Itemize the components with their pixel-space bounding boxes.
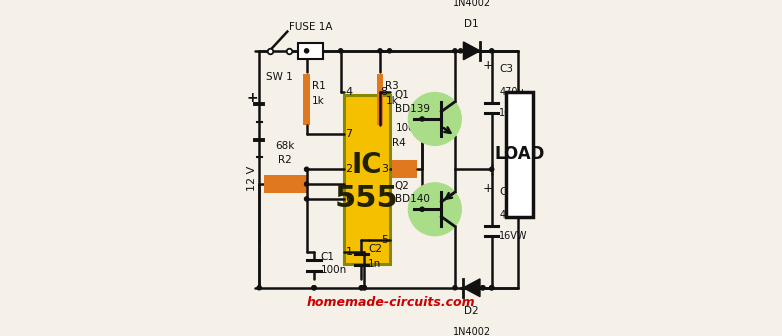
Circle shape bbox=[481, 286, 485, 290]
Text: +: + bbox=[482, 182, 493, 195]
Circle shape bbox=[453, 49, 457, 53]
Circle shape bbox=[453, 286, 457, 290]
Circle shape bbox=[304, 182, 309, 186]
Circle shape bbox=[490, 286, 493, 290]
Text: C3: C3 bbox=[499, 64, 513, 74]
Text: +: + bbox=[247, 91, 259, 105]
Circle shape bbox=[312, 286, 316, 290]
Circle shape bbox=[481, 286, 485, 290]
Circle shape bbox=[409, 93, 461, 145]
FancyBboxPatch shape bbox=[343, 95, 389, 264]
Circle shape bbox=[420, 207, 424, 211]
Circle shape bbox=[490, 49, 493, 53]
Circle shape bbox=[490, 167, 493, 171]
Circle shape bbox=[312, 286, 316, 290]
Text: 470μ: 470μ bbox=[499, 87, 524, 97]
Text: D2: D2 bbox=[465, 306, 479, 317]
Text: 12 V: 12 V bbox=[247, 166, 256, 191]
Text: 555: 555 bbox=[335, 184, 399, 213]
Bar bbox=[377, 74, 383, 125]
Text: R4: R4 bbox=[393, 138, 406, 148]
FancyBboxPatch shape bbox=[506, 92, 533, 217]
Circle shape bbox=[304, 197, 309, 201]
Text: D1: D1 bbox=[465, 19, 479, 29]
Circle shape bbox=[362, 286, 367, 290]
Text: 16VW: 16VW bbox=[499, 231, 528, 241]
Text: IC: IC bbox=[351, 151, 382, 178]
Text: 1N4002: 1N4002 bbox=[453, 0, 491, 8]
Bar bbox=[303, 74, 310, 125]
Text: BD140: BD140 bbox=[395, 194, 430, 204]
Text: Q1: Q1 bbox=[395, 90, 410, 100]
Circle shape bbox=[420, 117, 424, 121]
Text: C4: C4 bbox=[499, 186, 513, 197]
Text: 470μ: 470μ bbox=[499, 210, 524, 220]
Text: 4: 4 bbox=[346, 87, 353, 97]
Text: 100n: 100n bbox=[321, 265, 346, 275]
Text: C1: C1 bbox=[321, 252, 335, 262]
Text: 8: 8 bbox=[381, 87, 388, 97]
Circle shape bbox=[458, 49, 463, 53]
Circle shape bbox=[362, 286, 367, 290]
Text: LOAD: LOAD bbox=[494, 145, 544, 164]
Text: BD139: BD139 bbox=[395, 103, 430, 114]
Text: 6: 6 bbox=[346, 194, 353, 204]
Text: 16VW: 16VW bbox=[499, 108, 528, 118]
Text: 1k: 1k bbox=[312, 96, 325, 106]
Text: R3: R3 bbox=[386, 81, 399, 91]
Circle shape bbox=[387, 49, 392, 53]
Text: 100R: 100R bbox=[396, 123, 422, 133]
Bar bbox=[264, 175, 307, 193]
Text: 2: 2 bbox=[346, 164, 353, 174]
Circle shape bbox=[359, 286, 364, 290]
Text: 1n: 1n bbox=[368, 259, 381, 269]
Text: Q2: Q2 bbox=[395, 180, 410, 191]
Circle shape bbox=[490, 286, 493, 290]
Text: 7: 7 bbox=[346, 129, 353, 139]
Bar bbox=[393, 160, 417, 178]
Text: 5: 5 bbox=[381, 236, 388, 245]
Circle shape bbox=[409, 183, 461, 235]
Text: 1N4002: 1N4002 bbox=[453, 327, 491, 336]
Polygon shape bbox=[464, 279, 480, 297]
Circle shape bbox=[378, 49, 382, 53]
Text: 68k: 68k bbox=[275, 140, 295, 151]
Text: R2: R2 bbox=[278, 156, 292, 165]
Text: homemade-circuits.com: homemade-circuits.com bbox=[307, 296, 475, 309]
Text: +: + bbox=[482, 59, 493, 72]
Circle shape bbox=[304, 49, 309, 53]
Circle shape bbox=[257, 286, 261, 290]
Text: 3: 3 bbox=[381, 164, 388, 174]
Polygon shape bbox=[464, 42, 480, 60]
Circle shape bbox=[339, 49, 343, 53]
Text: 1: 1 bbox=[346, 247, 353, 257]
Circle shape bbox=[359, 286, 364, 290]
Circle shape bbox=[304, 167, 309, 171]
Text: C2: C2 bbox=[368, 244, 382, 254]
Text: 1k: 1k bbox=[386, 96, 398, 106]
Text: R1: R1 bbox=[312, 81, 325, 91]
Text: SW 1: SW 1 bbox=[266, 73, 292, 82]
Text: FUSE 1A: FUSE 1A bbox=[289, 22, 332, 32]
FancyBboxPatch shape bbox=[298, 43, 323, 59]
